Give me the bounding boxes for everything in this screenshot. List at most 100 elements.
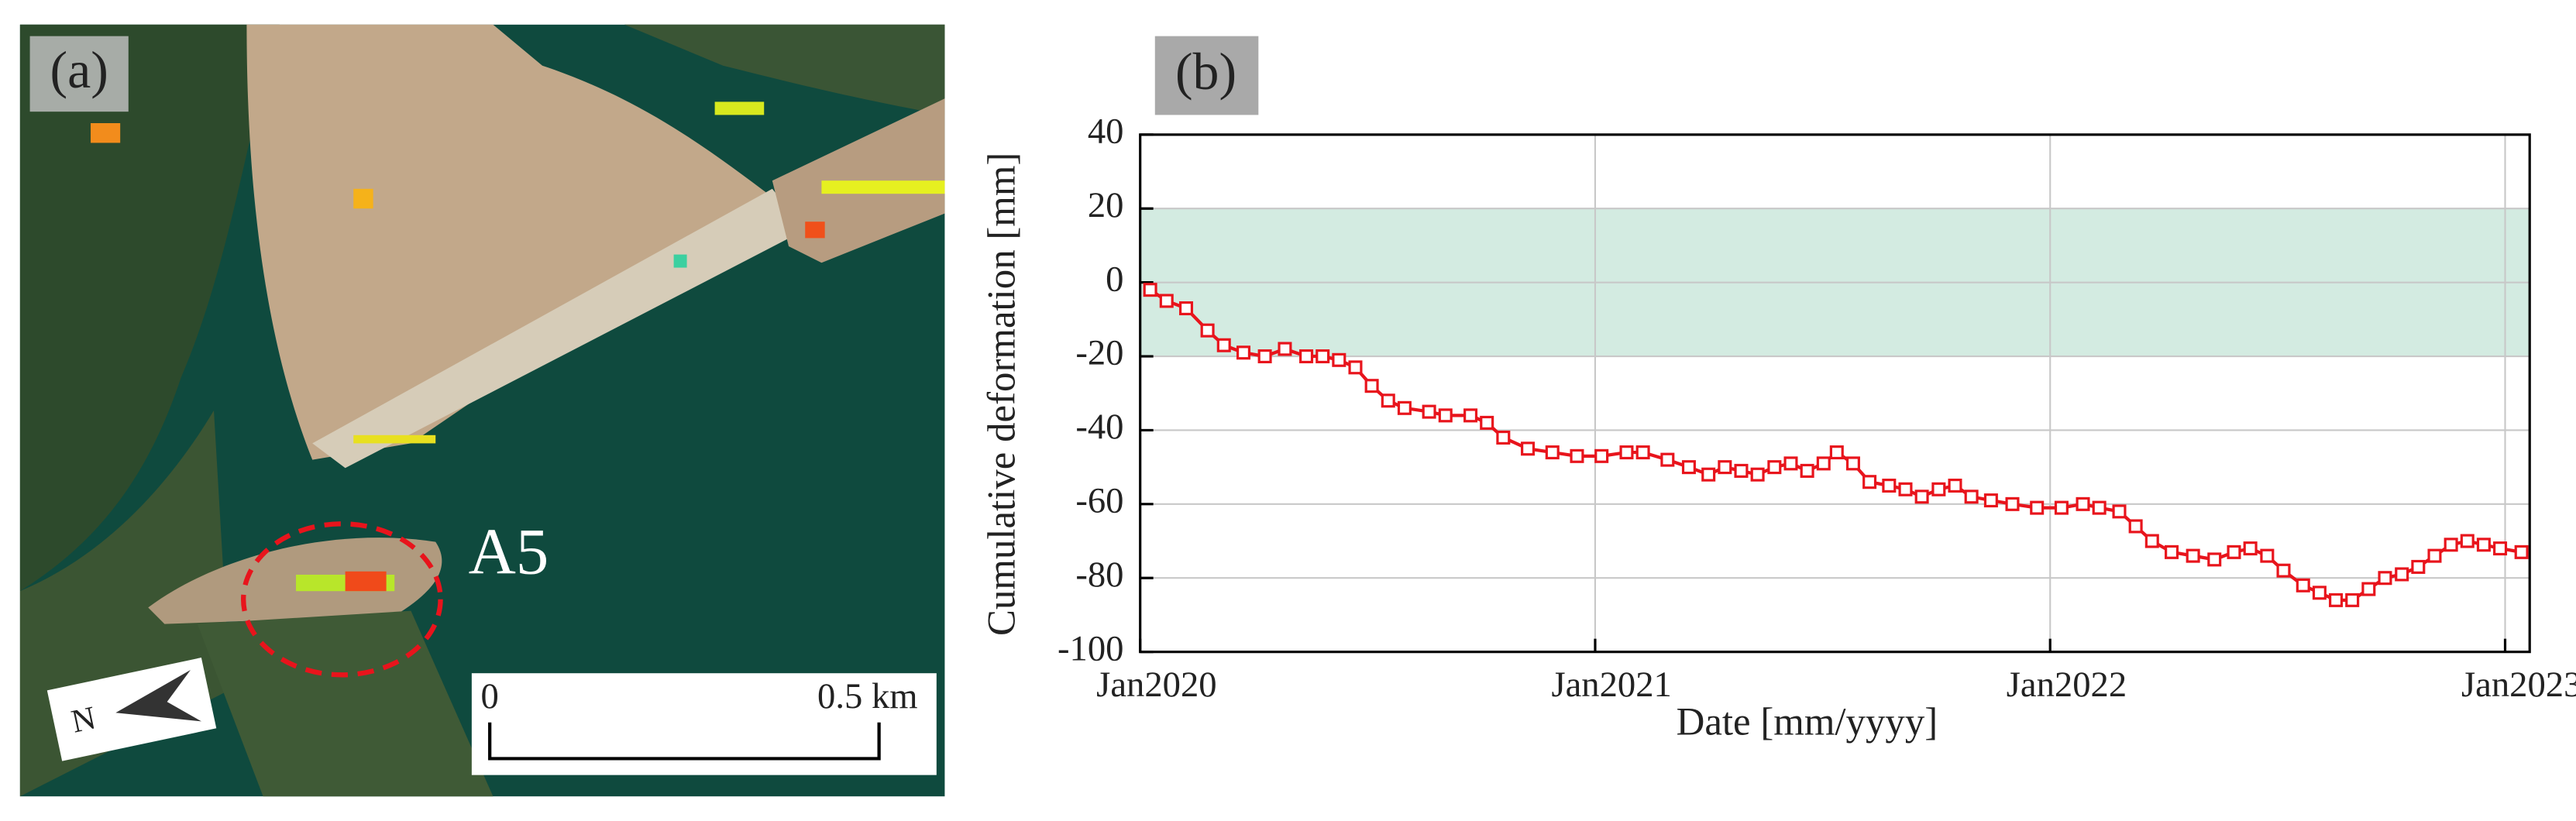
vegetation	[197, 610, 494, 797]
data-point	[1422, 404, 1436, 419]
x-tick-label: Jan2022	[2007, 665, 2127, 705]
data-point	[2005, 496, 2020, 511]
ps-point	[353, 188, 373, 209]
data-point	[1862, 475, 1877, 490]
ps-point	[673, 254, 687, 268]
x-tick-label: Jan2021	[1551, 665, 1671, 705]
data-point	[2076, 496, 2090, 511]
y-tick-label: -80	[1075, 555, 1123, 595]
data-point	[2427, 548, 2442, 563]
x-tick-label: Jan2023	[2461, 665, 2576, 705]
data-point	[1681, 460, 1696, 475]
ps-point	[345, 571, 387, 592]
data-point	[1948, 478, 1962, 493]
x-tick-label: Jan2020	[1096, 665, 1216, 705]
y-tick-label: -60	[1075, 481, 1123, 521]
data-point	[1931, 482, 1946, 496]
panel-label-box	[1154, 36, 1259, 115]
data-point	[1381, 393, 1395, 408]
ps-point	[714, 101, 765, 115]
data-point	[1216, 338, 1231, 352]
dam-area	[246, 24, 772, 460]
data-point	[1734, 463, 1749, 478]
data-point	[2144, 534, 2159, 548]
data-point	[1660, 452, 1675, 467]
panel-label: (a)	[50, 41, 108, 99]
panel-label-box	[29, 36, 129, 112]
data-point	[1332, 352, 1346, 367]
data-point	[1364, 379, 1379, 393]
ps-point	[821, 180, 945, 194]
data-point	[2030, 500, 2045, 515]
y-tick-label: 20	[1088, 185, 1124, 225]
data-point	[2186, 548, 2200, 563]
y-tick-label: 40	[1088, 112, 1124, 152]
data-point	[1480, 415, 1494, 430]
data-point	[1348, 360, 1363, 375]
data-point	[1179, 301, 1194, 316]
data-point	[1463, 408, 1478, 423]
headland	[148, 538, 442, 624]
data-point	[2276, 563, 2291, 578]
vegetation	[493, 24, 945, 115]
data-point	[1718, 460, 1732, 475]
data-point	[1800, 463, 1814, 478]
data-point	[2345, 593, 2360, 607]
data-point	[1257, 349, 1272, 364]
data-point	[1521, 441, 1536, 456]
y-tick-label: -40	[1075, 407, 1123, 447]
data-point	[2361, 582, 2376, 596]
ps-point	[91, 123, 121, 143]
data-point	[1983, 493, 1998, 508]
data-point	[1496, 430, 1511, 445]
data-point	[1914, 490, 1929, 504]
data-point	[2395, 567, 2409, 582]
data-point	[1438, 408, 1453, 423]
data-point	[1619, 445, 1634, 460]
data-point	[2296, 578, 2310, 593]
scale-end: 0.5 km	[817, 676, 918, 716]
data-point	[1200, 323, 1215, 338]
data-point	[1845, 456, 1860, 471]
data-point	[1236, 345, 1251, 360]
data-point	[1783, 456, 1798, 471]
y-tick-label: -20	[1075, 333, 1123, 373]
data-point	[2092, 500, 2107, 515]
data-point	[1964, 490, 1979, 504]
area-outline	[241, 521, 443, 678]
data-point	[1882, 478, 1897, 493]
y-tick-label: 0	[1106, 259, 1123, 299]
data-point	[2243, 541, 2258, 556]
data-point	[2112, 504, 2127, 519]
data-point	[1701, 467, 1716, 482]
data-point	[1767, 460, 1782, 475]
plot: -100 -80 -60 -40 -20 0 20 40 Jan2020 Jan2021 Jan20…	[1058, 112, 2576, 705]
arrow	[115, 670, 202, 722]
data-point	[1750, 467, 1765, 482]
data-point	[2514, 544, 2529, 559]
data-point	[1278, 342, 1292, 356]
north-arrow: N	[46, 658, 217, 761]
vegetation	[19, 24, 280, 592]
ps-points	[91, 101, 945, 592]
ps-point	[805, 222, 825, 239]
data-point	[2207, 552, 2222, 567]
y-tick-label: -100	[1058, 628, 1123, 668]
scale-bar	[488, 722, 881, 761]
data-point	[1898, 482, 1913, 496]
data-point	[2054, 500, 2069, 515]
y-axis-label: Cumulative deformation [mm]	[981, 153, 1024, 636]
data-point	[1635, 445, 1650, 460]
data-point	[2411, 559, 2426, 574]
data-point	[1316, 349, 1330, 364]
panel-label: (b)	[1175, 43, 1236, 101]
data-point	[2378, 571, 2392, 586]
data-point	[2476, 538, 2491, 552]
data-point	[1159, 294, 1174, 308]
data-point	[2128, 519, 2143, 534]
data-point	[2493, 541, 2508, 556]
data-point	[1299, 349, 1314, 364]
scale-start: 0	[481, 676, 499, 716]
